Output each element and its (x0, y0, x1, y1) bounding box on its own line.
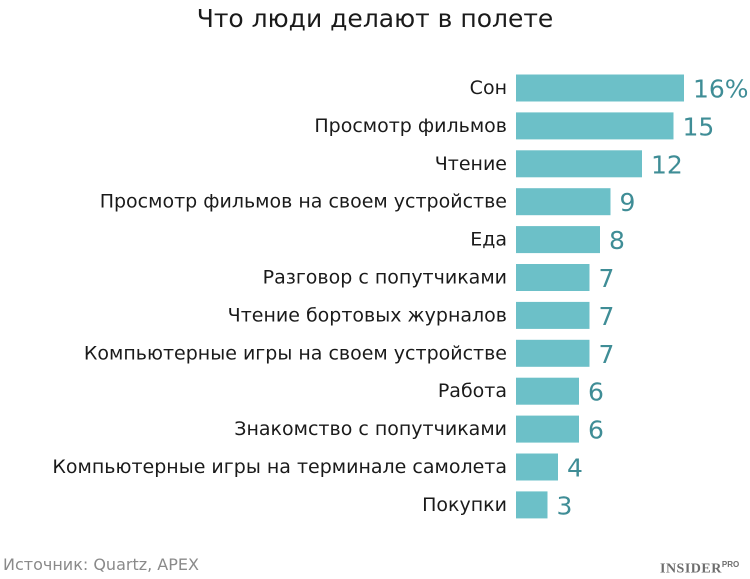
category-label: Чтение бортовых журналов (228, 304, 507, 326)
bar (516, 74, 684, 102)
bar (516, 112, 674, 140)
bars-layer: Сон 16% Просмотр фильмов 15 Чтение 12 Просмотр… (52, 74, 749, 520)
category-label: Покупки (422, 494, 507, 516)
value-label: 8 (609, 226, 625, 255)
value-label: 4 (567, 454, 583, 483)
source-note: Источник: Quartz, APEX (3, 555, 199, 574)
bar (516, 415, 579, 443)
bar (516, 188, 611, 216)
category-label: Компьютерные игры на терминале самолета (52, 456, 507, 478)
brand-suffix: PRO (721, 560, 740, 569)
category-label: Еда (470, 229, 507, 251)
bar (516, 301, 590, 329)
value-label: 7 (599, 340, 615, 369)
category-label: Разговор с попутчиками (263, 267, 507, 289)
bar (516, 339, 590, 367)
value-label: 6 (588, 378, 604, 407)
category-label: Знакомство с попутчиками (234, 418, 507, 440)
brand-name: INSIDER (660, 561, 722, 577)
value-label: 16% (693, 75, 749, 104)
value-label: 3 (557, 491, 573, 520)
value-label: 7 (599, 302, 615, 331)
category-label: Работа (438, 380, 507, 402)
value-label: 7 (599, 264, 615, 293)
value-label: 15 (683, 112, 715, 141)
bar (516, 491, 548, 519)
category-label: Чтение (435, 153, 507, 175)
category-label: Просмотр фильмов (314, 115, 507, 137)
bar (516, 150, 642, 178)
category-label: Компьютерные игры на своем устройстве (84, 342, 507, 364)
bar (516, 226, 600, 254)
bar (516, 377, 579, 405)
value-label: 6 (588, 416, 604, 445)
bar (516, 453, 558, 481)
bar (516, 264, 590, 291)
value-label: 12 (651, 150, 683, 179)
value-label: 9 (620, 188, 636, 217)
chart-title: Что люди делают в полете (196, 4, 554, 33)
insider-pro-logo: INSIDERPRO (660, 560, 739, 578)
category-label: Просмотр фильмов на своем устройстве (100, 191, 507, 213)
category-label: Сон (470, 77, 507, 99)
